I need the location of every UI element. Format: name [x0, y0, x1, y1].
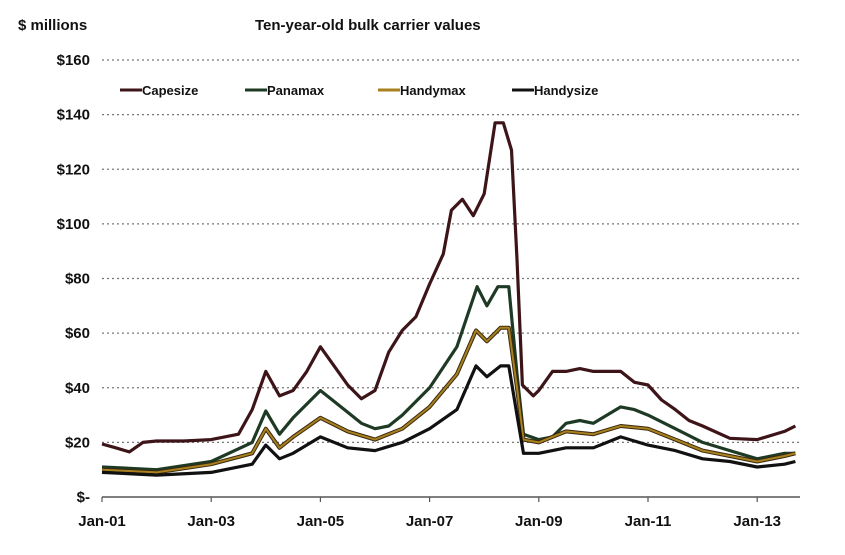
- y-tick-label: $160: [57, 52, 90, 69]
- legend-label: Handysize: [534, 83, 598, 98]
- legend: Capesize Panamax Handymax Handysize: [120, 83, 598, 98]
- series-outline-handymax: [101, 325, 796, 475]
- gridlines: [101, 59, 800, 502]
- legend-item-panamax: Panamax: [245, 83, 325, 98]
- x-tick-label: Jan-11: [625, 513, 672, 530]
- series-line-capesize: [101, 121, 797, 454]
- x-tick-label: Jan-01: [78, 513, 126, 530]
- legend-label: Handymax: [400, 83, 467, 98]
- x-tick-labels: Jan-01 Jan-03 Jan-05 Jan-07 Jan-09 Jan-11 Jan-…: [78, 513, 781, 530]
- y-tick-label: $20: [65, 434, 90, 451]
- y-tick-labels: $- $20 $40 $60 $80 $100 $120 $140 $160: [57, 52, 90, 506]
- x-tick-label: Jan-03: [187, 513, 235, 530]
- y-tick-label: $60: [65, 325, 90, 342]
- legend-label: Capesize: [142, 83, 198, 98]
- legend-label: Panamax: [267, 83, 325, 98]
- y-tick-label: $100: [57, 216, 90, 233]
- legend-item-capesize: Capesize: [120, 83, 198, 98]
- legend-item-handysize: Handysize: [512, 83, 598, 98]
- x-tick-label: Jan-13: [733, 513, 781, 530]
- series-line-handymax: [101, 326, 796, 474]
- series-lines: [101, 121, 797, 477]
- y-tick-label: $80: [65, 271, 90, 288]
- x-tick-label: Jan-09: [515, 513, 563, 530]
- y-tick-label: $-: [77, 489, 90, 506]
- y-axis-label: $ millions: [18, 17, 87, 34]
- series-line-panamax: [101, 285, 796, 472]
- series-line-handysize: [101, 364, 796, 477]
- y-tick-label: $120: [57, 161, 90, 178]
- y-tick-label: $140: [57, 107, 90, 124]
- chart-title: Ten-year-old bulk carrier values: [255, 17, 481, 34]
- x-tick-label: Jan-07: [406, 513, 454, 530]
- x-tick-label: Jan-05: [297, 513, 345, 530]
- y-tick-label: $40: [65, 380, 90, 397]
- legend-item-handymax: Handymax: [378, 83, 467, 98]
